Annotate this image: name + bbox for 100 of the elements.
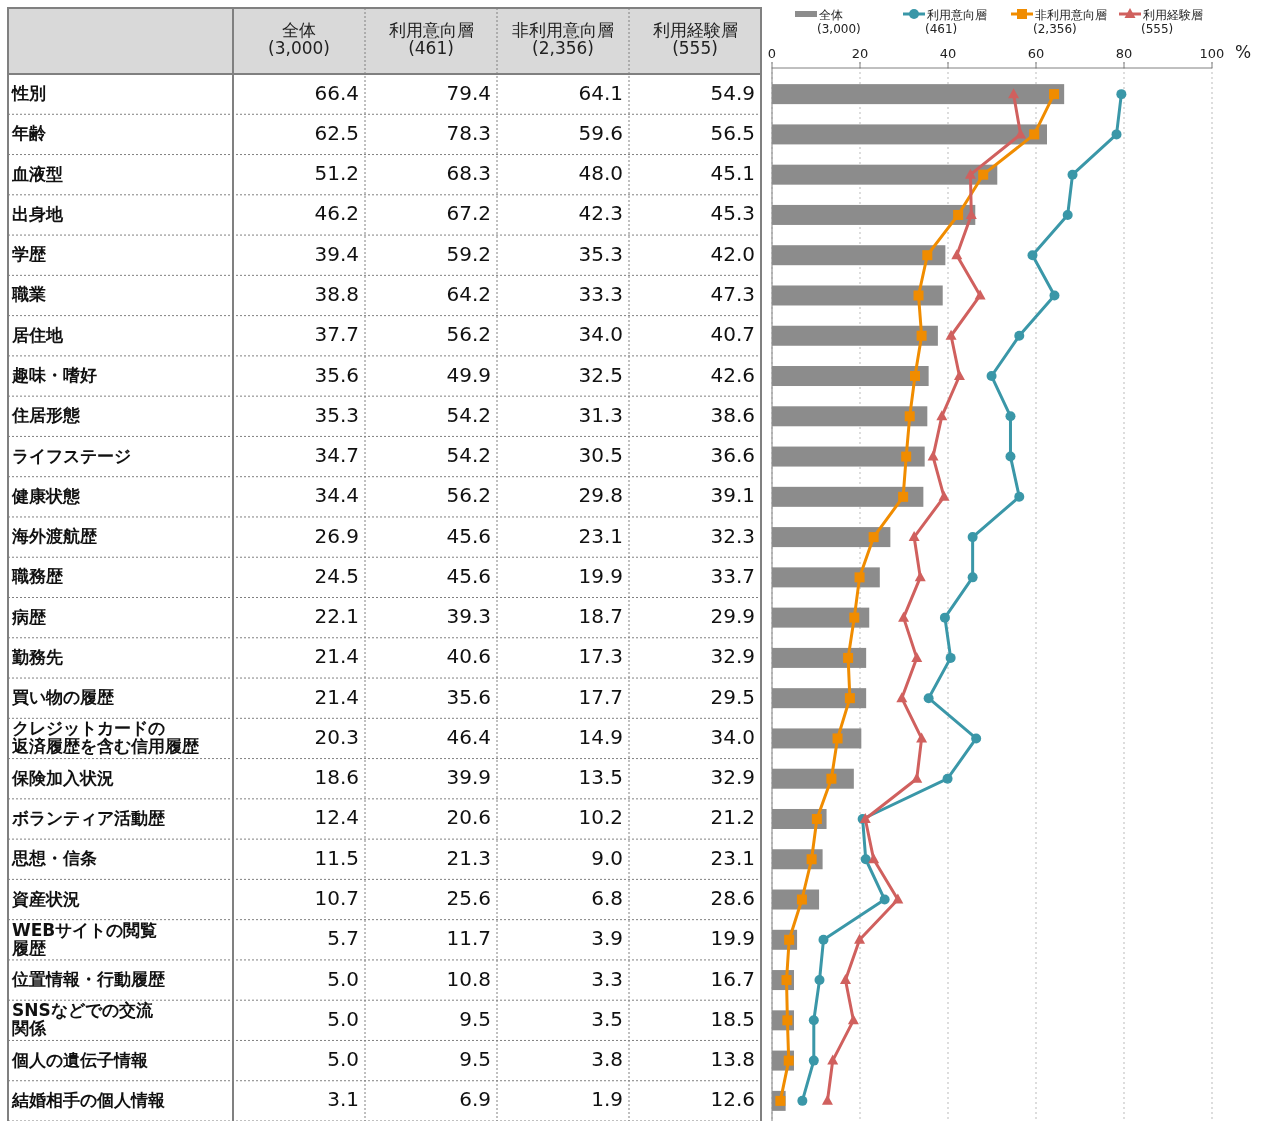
y-tick-label: ライフステージ — [12, 445, 131, 466]
data-label: 3.3 — [591, 966, 623, 991]
data-label: 3.8 — [591, 1047, 623, 1072]
y-tick-label: 位置情報・行動履歴 — [11, 969, 165, 990]
data-label: 5.0 — [327, 966, 359, 991]
data-label: 18.6 — [314, 765, 359, 790]
point — [978, 169, 989, 180]
data-label: 31.3 — [578, 402, 623, 427]
point — [868, 853, 880, 864]
point — [868, 532, 879, 543]
point — [945, 652, 956, 663]
x-tick-label: 0 — [767, 46, 777, 61]
data-label: 35.6 — [314, 362, 359, 387]
data-label: 3.1 — [327, 1087, 359, 1112]
point — [898, 611, 910, 622]
data-label: 51.2 — [314, 161, 359, 186]
data-label: 13.8 — [710, 1047, 755, 1072]
data-label: 46.4 — [446, 724, 491, 749]
data-label: 56.2 — [446, 483, 491, 508]
point — [1116, 89, 1127, 100]
data-label: 33.3 — [578, 281, 623, 306]
y-tick-label: 思想・信条 — [11, 848, 97, 869]
y-tick-label: 個人の遺伝子情報 — [11, 1049, 149, 1070]
data-label: 19.9 — [710, 926, 755, 951]
data-label: 42.3 — [578, 201, 623, 226]
data-label: 32.3 — [710, 523, 755, 548]
data-label: 3.5 — [591, 1006, 623, 1031]
y-tick-label: 出身地 — [12, 203, 64, 224]
data-label: 35.3 — [578, 241, 623, 266]
data-label: 12.4 — [314, 805, 359, 830]
legend-label: 全体 (3,000) — [817, 8, 861, 36]
text: 非利用意向層 (2,356) — [512, 19, 614, 59]
data-label: 10.7 — [314, 886, 359, 911]
y-tick-label: 居住地 — [11, 324, 64, 345]
data-label: 22.1 — [314, 604, 359, 629]
data-label: 32.5 — [578, 362, 623, 387]
point — [832, 733, 843, 744]
data-label: 34.0 — [578, 322, 623, 347]
x2-axis-title: % — [1234, 42, 1252, 62]
data-label: 59.6 — [578, 120, 623, 145]
text: 全体 (3,000) — [268, 19, 330, 59]
data-label: 20.6 — [446, 805, 491, 830]
y-tick-label: 健康状態 — [11, 485, 81, 506]
data-label: 32.9 — [710, 644, 755, 669]
point — [806, 854, 817, 865]
data-label: 40.6 — [446, 644, 491, 669]
point — [964, 168, 976, 179]
data-label: 21.4 — [314, 644, 359, 669]
data-label: 11.5 — [314, 845, 359, 870]
data-label: 17.7 — [578, 684, 623, 709]
point — [843, 652, 854, 663]
data-label: 5.0 — [327, 1006, 359, 1031]
point — [827, 1054, 839, 1065]
point — [1015, 128, 1027, 139]
data-label: 62.5 — [314, 120, 359, 145]
point — [808, 1055, 819, 1066]
point — [922, 250, 933, 261]
point — [821, 1094, 833, 1105]
data-label: 10.8 — [446, 966, 491, 991]
data-label: 66.4 — [314, 80, 359, 105]
point — [839, 974, 851, 985]
point — [901, 451, 912, 462]
y-tick-label: 職務歴 — [11, 566, 63, 587]
data-label: 26.9 — [314, 523, 359, 548]
data-label: 34.7 — [314, 443, 359, 468]
data-label: 39.1 — [710, 483, 755, 508]
point — [910, 371, 920, 382]
data-label: 39.4 — [314, 241, 359, 266]
data-label: 64.2 — [446, 281, 491, 306]
data-label: 45.3 — [710, 201, 755, 226]
point — [916, 732, 928, 743]
data-label: 24.5 — [314, 563, 359, 588]
legend-label: 利用意向層 (461) — [925, 8, 987, 36]
data-label: 16.7 — [710, 966, 755, 991]
data-label: 14.9 — [578, 724, 623, 749]
point — [904, 411, 915, 422]
data-label: 28.6 — [710, 886, 755, 911]
data-label: 21.4 — [314, 684, 359, 709]
point — [927, 450, 939, 461]
point — [986, 371, 997, 382]
point — [860, 854, 871, 865]
data-label: 23.1 — [710, 845, 755, 870]
data-label: 17.3 — [578, 644, 623, 669]
data-label: 29.5 — [710, 684, 755, 709]
y-tick-label: 職業 — [11, 284, 46, 305]
point — [971, 733, 982, 744]
data-label: 6.9 — [459, 1087, 491, 1112]
y-tick-label: クレジットカードの返済履歴を含む信用履歴 — [11, 718, 199, 757]
data-label: 42.0 — [710, 241, 755, 266]
y-tick-label: 買い物の履歴 — [11, 687, 114, 708]
data-label: 34.0 — [710, 724, 755, 749]
point — [847, 1014, 859, 1025]
data-label: 48.0 — [578, 161, 623, 186]
x-tick-label: 40 — [939, 46, 957, 61]
data-label: 38.8 — [314, 281, 359, 306]
data-label: 21.3 — [446, 845, 491, 870]
y-tick-label: 性別 — [11, 83, 46, 104]
data-label: 34.4 — [314, 483, 359, 508]
data-label: 12.6 — [710, 1087, 755, 1112]
data-label: 35.3 — [314, 402, 359, 427]
